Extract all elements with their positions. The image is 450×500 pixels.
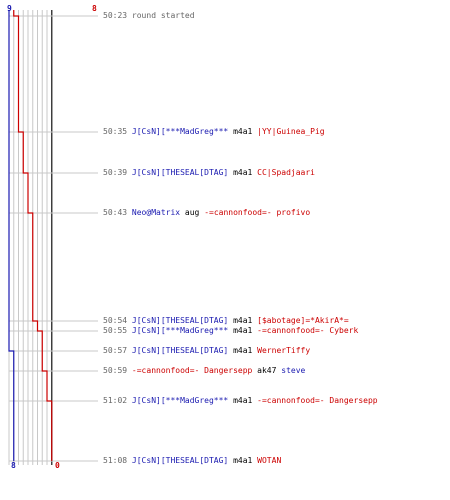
event-time: 50:55 — [103, 326, 128, 335]
kill-log-row: 50:59 -=cannonfood=- Dangersepp ak47 ste… — [103, 366, 305, 376]
blue-end-score: 8 — [11, 461, 16, 470]
weapon-name: m4a1 — [233, 326, 253, 335]
killer-name: J[CsN][THESEAL[DTAG] — [131, 346, 229, 355]
victim-name: WOTAN — [257, 456, 282, 465]
blue-start-score: 9 — [7, 4, 12, 13]
killer-name: J[CsN][***MadGreg*** — [131, 396, 229, 405]
weapon-name: m4a1 — [233, 168, 253, 177]
victim-name: CC|Spadjaari — [257, 168, 315, 177]
event-time: 50:54 — [103, 316, 128, 325]
victim-name: [$abotage]=*AkirA*= — [257, 316, 349, 325]
weapon-name: m4a1 — [233, 396, 253, 405]
event-time: 50:39 — [103, 168, 128, 177]
kill-log-row: 50:55 J[CsN][***MadGreg*** m4a1 -=cannon… — [103, 326, 358, 336]
weapon-name: aug — [184, 208, 200, 217]
victim-name: |YY|Guinea_Pig — [257, 127, 325, 136]
kill-log-row: 51:02 J[CsN][***MadGreg*** m4a1 -=cannon… — [103, 396, 378, 406]
killer-name: J[CsN][THESEAL[DTAG] — [131, 168, 229, 177]
kill-log-row: 50:54 J[CsN][THESEAL[DTAG] m4a1 [$abotag… — [103, 316, 349, 326]
event-time: 51:08 — [103, 456, 128, 465]
victim-name: WernerTiffy — [257, 346, 311, 355]
event-time: 50:35 — [103, 127, 128, 136]
weapon-name: m4a1 — [233, 346, 253, 355]
event-time: 50:57 — [103, 346, 128, 355]
event-time: 51:02 — [103, 396, 128, 405]
victim-name: -=cannonfood=- profivo — [204, 208, 311, 217]
kill-log-row: 51:08 J[CsN][THESEAL[DTAG] m4a1 WOTAN — [103, 456, 281, 466]
killer-name: J[CsN][***MadGreg*** — [131, 127, 229, 136]
kill-log-row: 50:39 J[CsN][THESEAL[DTAG] m4a1 CC|Spadj… — [103, 168, 315, 178]
killer-name: -=cannonfood=- Dangersepp — [131, 366, 253, 375]
victim-name: steve — [281, 366, 306, 375]
blue-alive-series-line — [8, 10, 15, 461]
killer-name: Neo@Matrix — [131, 208, 181, 217]
weapon-name: m4a1 — [233, 316, 253, 325]
event-note: round started — [131, 11, 195, 20]
red-alive-series-line — [13, 10, 53, 461]
kill-log-row: 50:43 Neo@Matrix aug -=cannonfood=- prof… — [103, 208, 310, 218]
killer-name: J[CsN][THESEAL[DTAG] — [131, 456, 229, 465]
kill-log-row: 50:57 J[CsN][THESEAL[DTAG] m4a1 WernerTi… — [103, 346, 310, 356]
weapon-name: m4a1 — [233, 127, 253, 136]
event-time: 50:43 — [103, 208, 128, 217]
killer-name: J[CsN][THESEAL[DTAG] — [131, 316, 229, 325]
red-start-score: 8 — [92, 4, 97, 13]
victim-name: -=cannonfood=- Cyberk — [257, 326, 359, 335]
weapon-name: m4a1 — [233, 456, 253, 465]
weapon-name: ak47 — [257, 366, 277, 375]
kill-log-row: 50:35 J[CsN][***MadGreg*** m4a1 |YY|Guin… — [103, 127, 325, 137]
red-end-score: 0 — [55, 461, 60, 470]
victim-name: -=cannonfood=- Dangersepp — [257, 396, 378, 405]
killer-name: J[CsN][***MadGreg*** — [131, 326, 229, 335]
kill-log-row: 50:23 round started — [103, 11, 195, 21]
event-time: 50:23 — [103, 11, 128, 20]
event-time: 50:59 — [103, 366, 128, 375]
